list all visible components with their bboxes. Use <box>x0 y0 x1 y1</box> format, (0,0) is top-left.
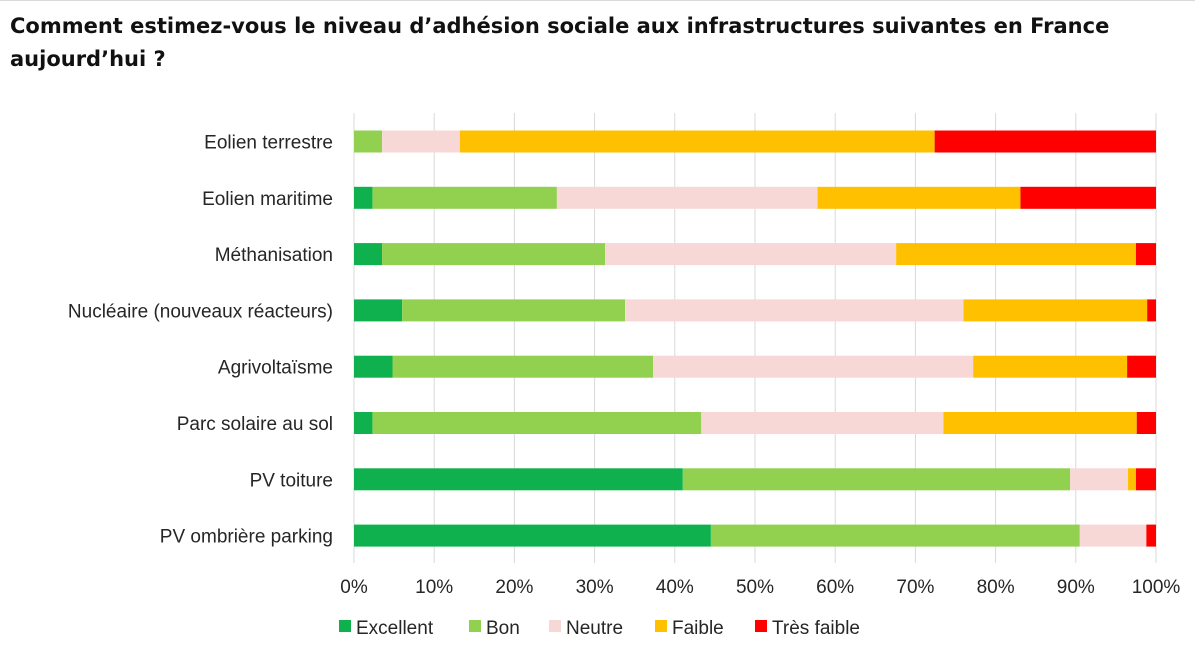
legend-label-bon: Bon <box>486 618 520 639</box>
legend-label-tres-faible: Très faible <box>772 618 860 639</box>
bar-segment-tres-faible <box>1135 468 1156 491</box>
x-tick-label: 0% <box>340 577 368 598</box>
bar-segment-tres-faible <box>934 130 1156 153</box>
x-tick-label: 10% <box>415 577 453 598</box>
bar-segment-excellent <box>354 299 403 322</box>
bar-segment-tres-faible <box>1147 299 1156 322</box>
bar-segment-excellent <box>354 243 383 266</box>
bar-segment-excellent <box>354 412 373 434</box>
bar-segment-bon <box>402 299 626 322</box>
bar-segment-faible <box>973 355 1128 378</box>
x-tick-label: 20% <box>495 577 533 598</box>
legend: Excellent Bon Neutre Faible Très faible <box>339 618 860 639</box>
legend-label-excellent: Excellent <box>356 618 434 639</box>
x-tick-label: 100% <box>1132 577 1181 598</box>
category-label: Agrivoltaïsme <box>218 358 333 379</box>
bar-segment-faible <box>943 412 1137 434</box>
x-tick-label: 80% <box>977 577 1015 598</box>
x-tick-label: 90% <box>1057 577 1095 598</box>
bar-segment-faible <box>896 243 1136 266</box>
bar-segment-bon <box>372 412 702 434</box>
bar-segment-faible <box>1127 468 1136 491</box>
bar-segment-bon <box>354 130 383 153</box>
bar-segment-excellent <box>354 355 393 378</box>
category-label: Parc solaire au sol <box>177 414 333 435</box>
category-label: Eolien maritime <box>202 189 333 210</box>
legend-label-neutre: Neutre <box>566 618 623 639</box>
bar-segment-neutre <box>605 243 897 266</box>
x-tick-label: 50% <box>736 577 774 598</box>
category-label: Méthanisation <box>215 245 333 266</box>
x-tick-label: 30% <box>576 577 614 598</box>
legend-swatch-faible <box>655 620 667 632</box>
bar-segment-excellent <box>354 524 711 547</box>
chart-title: Comment estimez-vous le niveau d’adhésio… <box>10 14 1110 71</box>
bar-segment-bon <box>682 468 1071 491</box>
bar-segment-tres-faible <box>1020 186 1156 209</box>
bar-segment-bon <box>382 243 606 266</box>
bar-segment-faible <box>963 299 1148 322</box>
legend-swatch-excellent <box>339 620 351 632</box>
x-tick-label: 70% <box>896 577 934 598</box>
bar-segment-neutre <box>653 355 974 378</box>
category-labels: Eolien terrestre Eolien maritime Méthanisa… <box>68 133 333 548</box>
bar-segment-neutre <box>556 186 818 209</box>
bar-segment-neutre <box>625 299 964 322</box>
x-tick-label: 40% <box>656 577 694 598</box>
bar-segment-neutre <box>1070 468 1128 491</box>
bar-segment-tres-faible <box>1127 355 1156 378</box>
legend-swatch-neutre <box>549 620 561 632</box>
bar-segment-excellent <box>354 468 683 491</box>
bar-segment-faible <box>459 130 935 153</box>
legend-label-faible: Faible <box>672 618 724 639</box>
bar-segment-neutre <box>701 412 944 434</box>
bar-segment-bon <box>372 186 557 209</box>
bar-segment-tres-faible <box>1146 524 1156 547</box>
bar-segment-neutre <box>1079 524 1147 547</box>
bar-segment-bon <box>392 355 654 378</box>
bar-segment-faible <box>817 186 1021 209</box>
legend-swatch-bon <box>469 620 481 632</box>
category-label: Nucléaire (nouveaux réacteurs) <box>68 301 333 322</box>
bar-segment-excellent <box>354 186 373 209</box>
legend-swatch-tres-faible <box>755 620 767 632</box>
bar-segment-neutre <box>382 130 460 153</box>
x-axis-ticks: 0% 10% 20% 30% 40% 50% 60% 70% 80% 90% 100% <box>340 577 1180 598</box>
bar-segment-tres-faible <box>1136 412 1156 434</box>
category-label: PV toiture <box>250 470 333 491</box>
bar-segment-bon <box>710 524 1080 547</box>
bar-segment-tres-faible <box>1135 243 1156 266</box>
top-border <box>0 0 1195 1</box>
x-tick-label: 60% <box>816 577 854 598</box>
gridlines <box>353 113 1157 563</box>
category-label: Eolien terrestre <box>204 133 333 154</box>
bars <box>354 130 1156 547</box>
category-label: PV ombrière parking <box>160 527 333 548</box>
